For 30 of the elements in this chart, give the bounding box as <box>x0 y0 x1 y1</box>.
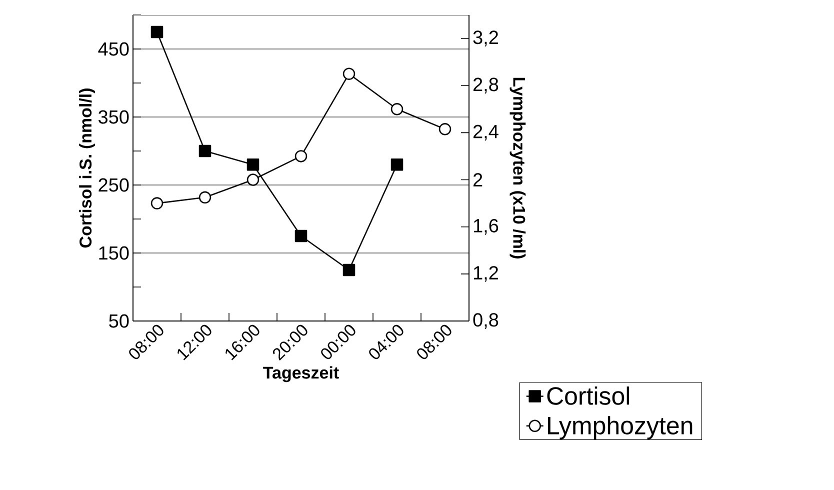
point <box>246 158 260 171</box>
y2-tick-label: 0,8 <box>473 313 498 329</box>
point <box>294 150 308 162</box>
legend-label: Cortisol <box>547 386 630 405</box>
y2-tick-label: 3,2 <box>473 30 498 46</box>
point <box>342 68 356 80</box>
point <box>150 26 164 38</box>
point <box>198 191 212 204</box>
point <box>342 264 356 276</box>
y-tick-label: 50 <box>109 314 129 328</box>
x-axis-title: Tageszeit <box>263 366 339 382</box>
y2-tick-label: 1,6 <box>474 218 498 235</box>
y-tick-label: 250 <box>98 178 129 192</box>
point <box>198 144 212 158</box>
y-axis-title: Cortisol i.S. (nmol/l) <box>79 88 95 248</box>
point <box>150 197 164 210</box>
point <box>438 123 452 136</box>
y-tick-label: 150 <box>99 246 129 260</box>
point <box>294 230 308 242</box>
y2-tick-label: 2,8 <box>473 78 498 94</box>
y2-tick-label: 2 <box>473 173 482 186</box>
y2-tick-label: 1,2 <box>474 266 498 282</box>
y2-axis-title: Lymphozyten (x10 /ml) <box>510 78 526 258</box>
point <box>390 103 404 116</box>
point <box>246 174 260 186</box>
point <box>390 158 404 171</box>
y-tick-label: 350 <box>98 110 129 124</box>
y2-tick-label: 2,4 <box>473 124 498 141</box>
legend-label: Lymphozyten <box>548 416 692 440</box>
y-tick-label: 450 <box>98 42 129 56</box>
